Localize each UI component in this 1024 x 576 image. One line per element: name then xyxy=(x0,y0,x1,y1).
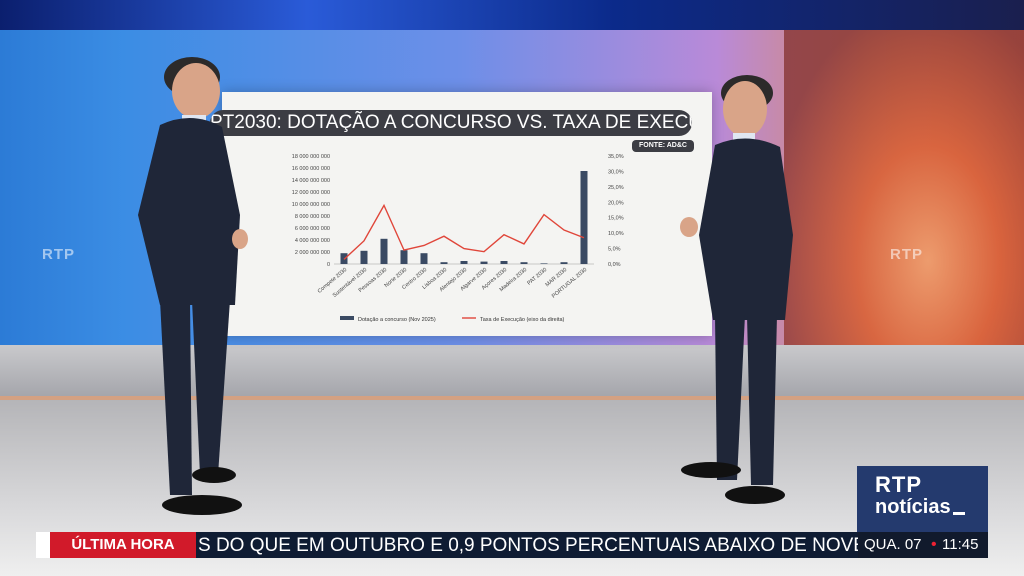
clock-time: 11:45 xyxy=(942,536,979,553)
chart-plot: 0 2 000 000 000 4 000 000 000 6 000 000 000… xyxy=(292,154,624,323)
presenter-left xyxy=(138,57,248,515)
y-right-tick-label: 35,0% xyxy=(608,154,624,160)
wall-rtp-logo-left: RTP xyxy=(42,246,75,263)
bar-10 xyxy=(540,263,548,264)
bar-1 xyxy=(360,250,368,264)
bar-9 xyxy=(520,262,528,264)
head xyxy=(723,81,767,137)
bar-3 xyxy=(400,250,408,264)
bar-8 xyxy=(500,261,508,264)
right-leg xyxy=(747,315,777,485)
shoe-left xyxy=(162,495,242,515)
y-right-tick-label: 5,0% xyxy=(608,247,621,253)
ticker-text: S DO QUE EM OUTUBRO E 0,9 PONTOS PERCENT… xyxy=(198,535,858,556)
y-left-tick-label: 4 000 000 000 xyxy=(295,238,330,244)
ticker-tag-ultima-hora: ÚLTIMA HORA xyxy=(50,532,196,558)
y-left-tick-label: 0 xyxy=(327,262,330,268)
shoe-right xyxy=(725,486,785,504)
chart-title: PT2030: DOTAÇÃO A CONCURSO VS. TAXA DE E… xyxy=(210,110,692,136)
y-right-tick-label: 15,0% xyxy=(608,216,624,222)
video-wall-right-image xyxy=(784,30,1024,360)
legend-bar-swatch xyxy=(340,316,354,320)
right-leg xyxy=(192,300,230,475)
shoe-left xyxy=(681,462,741,478)
y-left-tick-label: 16 000 000 000 xyxy=(292,166,330,172)
x-tick-label: PORTUGAL 2030 xyxy=(551,267,588,300)
rtp-noticias-logo: RTP notícias xyxy=(857,466,988,532)
bar-2 xyxy=(380,238,388,264)
clock-day: QUA. 07 xyxy=(864,536,922,553)
left-leg xyxy=(160,300,192,495)
y-left-tick-label: 12 000 000 000 xyxy=(292,190,330,196)
wall-rtp-logo-right: RTP xyxy=(890,246,923,263)
chart-source: FONTE: AD&C xyxy=(632,140,694,152)
bar-12 xyxy=(580,171,588,264)
presenter-right xyxy=(680,75,793,504)
y-right-tick-label: 30,0% xyxy=(608,169,624,175)
ticker-left-edge xyxy=(36,532,50,558)
jacket xyxy=(138,117,240,305)
y-left-tick-label: 14 000 000 000 xyxy=(292,178,330,184)
y-right-tick-label: 10,0% xyxy=(608,231,624,237)
logo-noticias-wrap: notícias xyxy=(875,496,965,519)
legend-bar-label: Dotação a concurso (Nov 2025) xyxy=(358,317,436,323)
clock-box: QUA. 07 • 11:45 xyxy=(858,532,988,558)
bar-7 xyxy=(480,261,488,264)
y-left-tick-label: 8 000 000 000 xyxy=(295,214,330,220)
logo-noticias-text: notícias xyxy=(875,496,951,518)
logo-underscore xyxy=(952,512,965,515)
hand xyxy=(232,229,248,249)
left-leg xyxy=(715,315,745,480)
bar-4 xyxy=(420,253,428,264)
legend-line-label: Taxa de Execução (eixo da direita) xyxy=(480,317,565,323)
logo-rtp-text: RTP xyxy=(875,472,922,497)
y-right-tick-label: 0,0% xyxy=(608,262,621,268)
jacket xyxy=(699,138,793,320)
hand xyxy=(680,217,698,237)
y-right-tick-label: 20,0% xyxy=(608,200,624,206)
bar-11 xyxy=(560,262,568,264)
y-left-tick-label: 18 000 000 000 xyxy=(292,154,330,160)
y-left-tick-label: 10 000 000 000 xyxy=(292,202,330,208)
bar-6 xyxy=(460,261,468,264)
clock-separator: • xyxy=(931,536,937,553)
y-right-tick-label: 25,0% xyxy=(608,185,624,191)
head xyxy=(172,63,220,119)
execution-rate-line xyxy=(343,203,585,260)
y-left-tick-label: 2 000 000 000 xyxy=(295,250,330,256)
bar-5 xyxy=(440,262,448,264)
y-left-tick-label: 6 000 000 000 xyxy=(295,226,330,232)
shoe-right xyxy=(192,467,236,483)
